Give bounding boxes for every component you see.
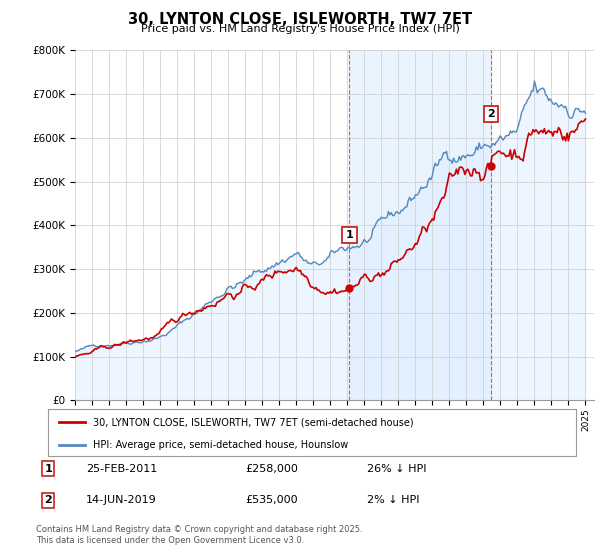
Text: Price paid vs. HM Land Registry's House Price Index (HPI): Price paid vs. HM Land Registry's House … bbox=[140, 24, 460, 34]
Bar bbox=[349, 50, 491, 400]
Text: 2: 2 bbox=[487, 109, 495, 119]
Text: 25-FEB-2011: 25-FEB-2011 bbox=[86, 464, 157, 474]
Text: £258,000: £258,000 bbox=[246, 464, 299, 474]
Text: 30, LYNTON CLOSE, ISLEWORTH, TW7 7ET: 30, LYNTON CLOSE, ISLEWORTH, TW7 7ET bbox=[128, 12, 472, 27]
Text: Contains HM Land Registry data © Crown copyright and database right 2025.
This d: Contains HM Land Registry data © Crown c… bbox=[36, 525, 362, 545]
Text: 14-JUN-2019: 14-JUN-2019 bbox=[86, 495, 157, 505]
Text: £535,000: £535,000 bbox=[246, 495, 298, 505]
FancyBboxPatch shape bbox=[48, 409, 576, 456]
Text: 26% ↓ HPI: 26% ↓ HPI bbox=[367, 464, 427, 474]
Text: 2% ↓ HPI: 2% ↓ HPI bbox=[367, 495, 420, 505]
Text: 30, LYNTON CLOSE, ISLEWORTH, TW7 7ET (semi-detached house): 30, LYNTON CLOSE, ISLEWORTH, TW7 7ET (se… bbox=[93, 417, 413, 427]
Text: 1: 1 bbox=[44, 464, 52, 474]
Text: 2: 2 bbox=[44, 495, 52, 505]
Text: 1: 1 bbox=[346, 230, 353, 240]
Text: HPI: Average price, semi-detached house, Hounslow: HPI: Average price, semi-detached house,… bbox=[93, 440, 348, 450]
